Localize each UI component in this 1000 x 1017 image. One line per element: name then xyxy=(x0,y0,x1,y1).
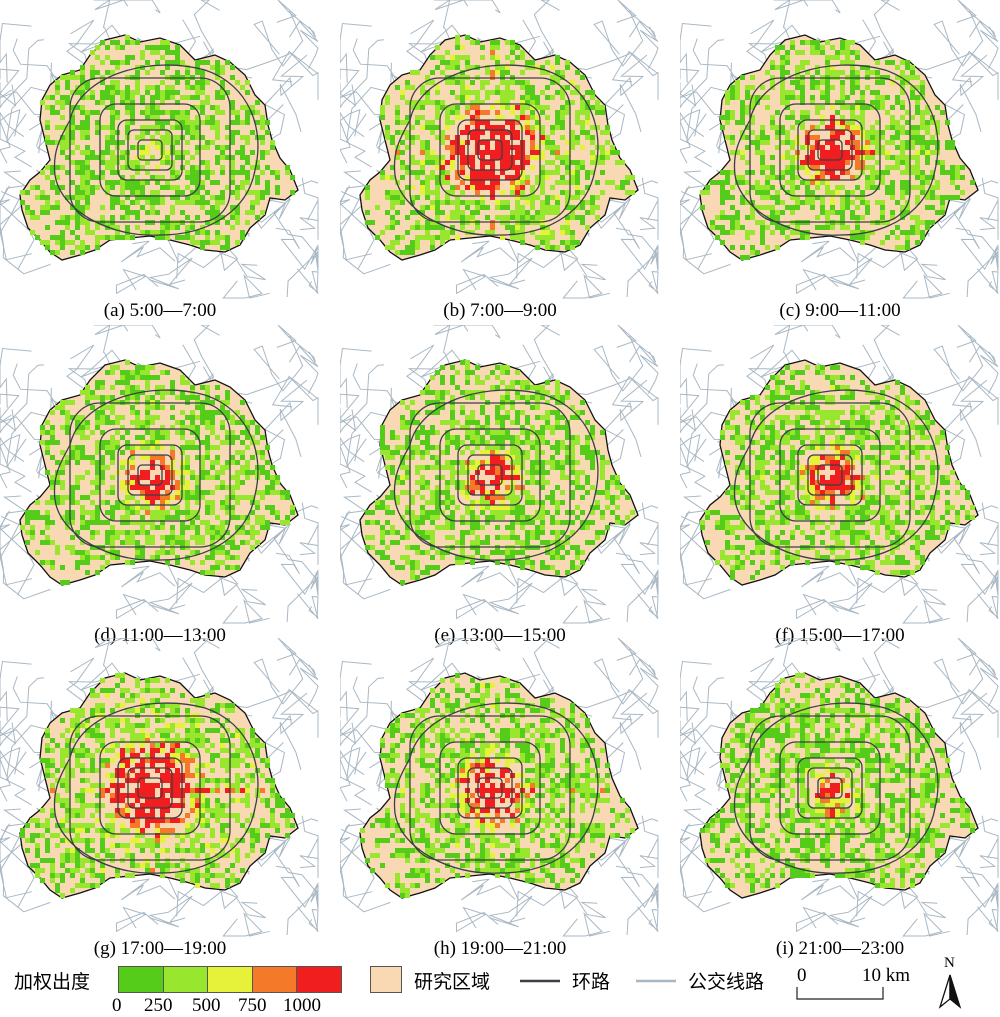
map-i xyxy=(680,638,1000,938)
map-panel-c: (c) 9:00—11:00 xyxy=(680,0,1000,300)
ramp-tick-750: 750 xyxy=(238,995,267,1017)
map-panel-a: (a) 5:00—7:00 xyxy=(0,0,320,300)
map-b xyxy=(340,0,660,300)
legend-title: 加权出度 xyxy=(14,967,90,994)
ramp-tick-500: 500 xyxy=(192,995,221,1017)
map-c xyxy=(680,0,1000,300)
map-panel-g: (g) 17:00—19:00 xyxy=(0,638,320,938)
map-g xyxy=(0,638,320,938)
ramp-bin-4 xyxy=(253,967,298,992)
map-e xyxy=(340,325,660,625)
study-area-swatch xyxy=(370,966,402,993)
legend: 加权出度 0 250 500 750 1000 研究区域 环路 公交线路 0 1… xyxy=(0,955,1000,1016)
map-a xyxy=(0,0,320,300)
bus-line-symbol xyxy=(636,971,676,991)
north-arrow-icon xyxy=(936,973,964,1011)
ramp-bin-3 xyxy=(208,967,253,992)
map-d xyxy=(0,325,320,625)
map-h xyxy=(340,638,660,938)
map-panel-e: (e) 13:00—15:00 xyxy=(340,325,660,625)
map-panel-b: (b) 7:00—9:00 xyxy=(340,0,660,300)
study-area-label: 研究区域 xyxy=(414,967,490,994)
panel-caption-b: (b) 7:00—9:00 xyxy=(340,300,660,322)
ring-road-label: 环路 xyxy=(572,967,610,994)
ramp-bin-1 xyxy=(119,967,164,992)
map-panel-d: (d) 11:00—13:00 xyxy=(0,325,320,625)
map-f xyxy=(680,325,1000,625)
ramp-tick-0: 0 xyxy=(112,995,122,1017)
bus-line-label: 公交线路 xyxy=(688,967,764,994)
map-panel-i: (i) 21:00—23:00 xyxy=(680,638,1000,938)
panel-caption-c: (c) 9:00—11:00 xyxy=(680,300,1000,322)
panel-caption-a: (a) 5:00—7:00 xyxy=(0,300,320,322)
color-ramp xyxy=(118,966,342,993)
map-panel-f: (f) 15:00—17:00 xyxy=(680,325,1000,625)
ramp-tick-1000: 1000 xyxy=(283,995,321,1017)
ring-road-symbol xyxy=(520,971,560,991)
ramp-tick-250: 250 xyxy=(144,995,173,1017)
north-label: N xyxy=(944,955,955,972)
map-panel-h: (h) 19:00—21:00 xyxy=(340,638,660,938)
scale-distance-label: 10 km xyxy=(862,965,910,987)
scale-zero-label: 0 xyxy=(797,965,807,987)
ramp-bin-5 xyxy=(297,967,341,992)
scale-bar xyxy=(796,985,886,1005)
ramp-bin-2 xyxy=(164,967,209,992)
